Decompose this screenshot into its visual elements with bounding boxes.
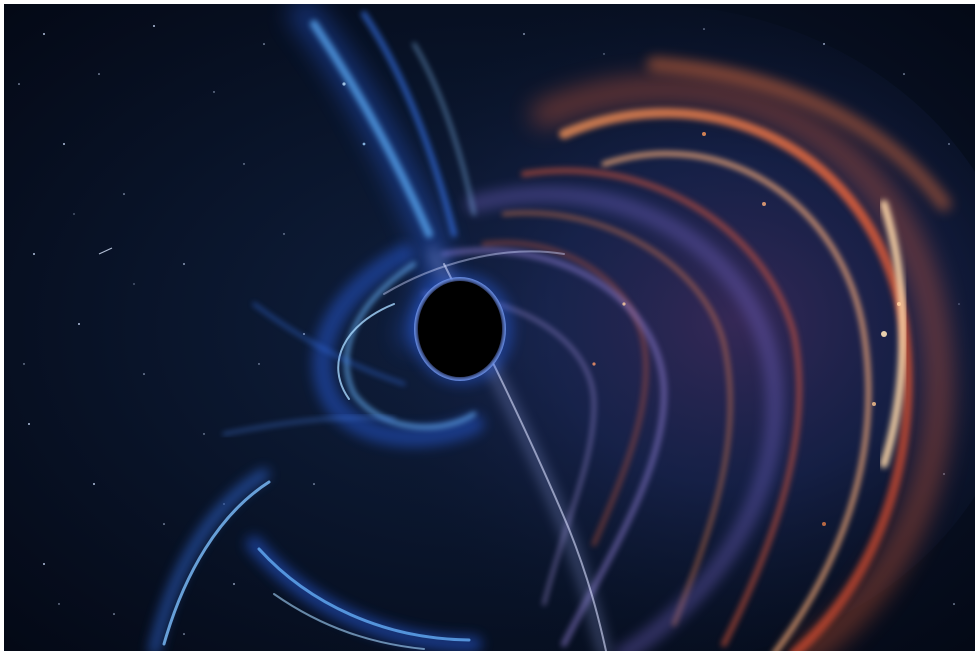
black-hole-scene (4, 4, 975, 651)
accretion-glow (264, 4, 975, 651)
black-hole-illustration (4, 4, 975, 651)
meteor-streak (98, 247, 113, 255)
orange-accretion-arcs (481, 57, 952, 651)
disk-sparkles (342, 82, 901, 526)
black-hole-core (418, 281, 502, 377)
